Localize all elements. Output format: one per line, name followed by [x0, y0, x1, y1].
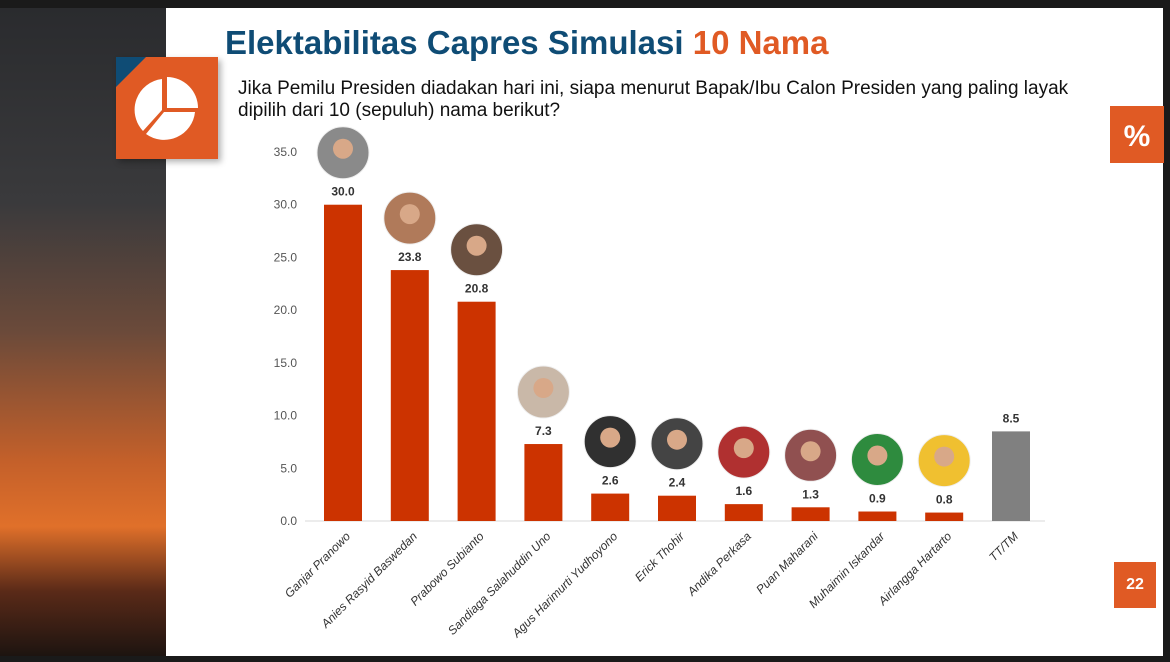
y-tick-label: 25.0 — [274, 250, 298, 264]
y-tick-label: 0.0 — [280, 514, 297, 528]
x-tick-label: Agus Harimurti Yudhoyono — [509, 529, 621, 641]
title-highlight: 10 Nama — [692, 24, 829, 61]
candidate-face — [533, 378, 554, 399]
bar — [524, 444, 563, 521]
bar — [791, 507, 830, 521]
x-tick-label: TT/TM — [986, 529, 1021, 564]
candidate-face — [466, 235, 487, 256]
bar — [992, 431, 1030, 521]
candidate-face — [867, 445, 888, 466]
data-label: 0.8 — [936, 493, 953, 507]
title-main: Elektabilitas Capres Simulasi — [225, 24, 693, 61]
bar — [390, 270, 429, 521]
bar — [457, 301, 496, 521]
candidate-face — [934, 446, 955, 467]
data-label: 7.3 — [535, 424, 552, 438]
bar — [724, 504, 763, 521]
data-label: 2.6 — [602, 474, 619, 488]
data-label: 1.6 — [735, 484, 752, 498]
bar — [324, 204, 362, 521]
candidate-face — [600, 427, 621, 448]
candidate-face — [399, 204, 420, 225]
x-tick-label: Puan Maharani — [753, 529, 821, 597]
pie-chart-badge — [116, 57, 218, 159]
data-label: 0.9 — [869, 492, 886, 506]
y-tick-label: 10.0 — [274, 409, 298, 423]
page-number: 22 — [1114, 562, 1156, 608]
data-label: 8.5 — [1003, 411, 1020, 425]
bar — [591, 493, 630, 521]
x-tick-label: Ganjar Pranowo — [282, 529, 353, 600]
percent-badge: % — [1110, 106, 1164, 163]
subtitle: Jika Pemilu Presiden diadakan hari ini, … — [238, 78, 1069, 121]
bar — [658, 495, 696, 521]
data-label: 20.8 — [465, 282, 489, 296]
y-tick-label: 30.0 — [274, 198, 298, 212]
candidate-face — [333, 138, 353, 159]
page-title: Elektabilitas Capres Simulasi 10 Nama — [225, 24, 828, 62]
candidate-face — [800, 441, 821, 462]
data-label: 30.0 — [331, 185, 355, 199]
data-label: 23.8 — [398, 250, 422, 264]
y-tick-label: 20.0 — [274, 303, 298, 317]
x-tick-label: Andika Perkasa — [684, 529, 754, 599]
y-tick-label: 5.0 — [280, 461, 297, 475]
y-tick-label: 35.0 — [274, 145, 298, 159]
x-tick-label: Erick Thohir — [632, 529, 688, 585]
candidate-face — [667, 429, 687, 450]
candidate-face — [733, 438, 754, 459]
bar — [925, 512, 964, 521]
pie-chart-icon — [116, 57, 198, 140]
bar — [858, 511, 897, 521]
x-tick-label: Airlangga Hartarto — [875, 529, 955, 609]
y-tick-label: 15.0 — [274, 356, 298, 370]
data-label: 1.3 — [802, 487, 819, 501]
data-label: 2.4 — [669, 476, 686, 490]
